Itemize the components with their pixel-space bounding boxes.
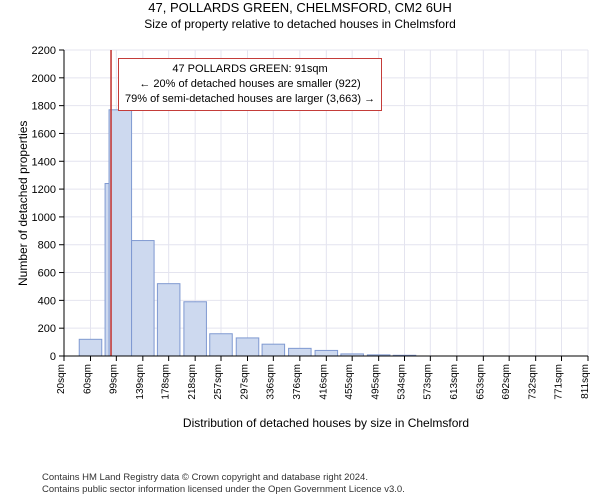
- svg-text:573sqm: 573sqm: [422, 364, 433, 400]
- svg-text:1400: 1400: [32, 156, 56, 168]
- footer-line1: Contains HM Land Registry data © Crown c…: [42, 472, 405, 484]
- svg-text:2000: 2000: [32, 73, 56, 85]
- footer-line2: Contains public sector information licen…: [42, 484, 405, 496]
- svg-text:800: 800: [38, 240, 56, 252]
- svg-text:653sqm: 653sqm: [475, 364, 486, 400]
- annotation-line1: 47 POLLARDS GREEN: 91sqm: [125, 62, 375, 77]
- footer-attribution: Contains HM Land Registry data © Crown c…: [42, 472, 405, 496]
- svg-text:257sqm: 257sqm: [213, 364, 224, 400]
- histogram-chart: 0 200 400 600 800 1000 1200 1400 1600 1800 2000 220…: [0, 40, 600, 460]
- svg-text:178sqm: 178sqm: [161, 364, 172, 400]
- svg-text:60sqm: 60sqm: [82, 364, 93, 394]
- svg-text:1600: 1600: [32, 128, 56, 140]
- svg-text:613sqm: 613sqm: [449, 364, 460, 400]
- svg-text:692sqm: 692sqm: [501, 364, 512, 400]
- svg-text:139sqm: 139sqm: [135, 364, 146, 400]
- svg-text:200: 200: [38, 323, 56, 335]
- svg-text:455sqm: 455sqm: [344, 364, 355, 400]
- svg-text:495sqm: 495sqm: [371, 364, 382, 400]
- svg-text:416sqm: 416sqm: [318, 364, 329, 400]
- svg-text:400: 400: [38, 295, 56, 307]
- svg-text:20sqm: 20sqm: [56, 364, 67, 394]
- svg-text:771sqm: 771sqm: [554, 364, 565, 400]
- page-subtitle: Size of property relative to detached ho…: [0, 17, 600, 31]
- svg-text:297sqm: 297sqm: [239, 364, 250, 400]
- svg-text:2200: 2200: [32, 45, 56, 57]
- svg-text:99sqm: 99sqm: [108, 364, 119, 394]
- svg-text:534sqm: 534sqm: [397, 364, 408, 400]
- svg-text:376sqm: 376sqm: [292, 364, 303, 400]
- svg-text:0: 0: [50, 351, 56, 363]
- svg-text:600: 600: [38, 268, 56, 280]
- page-title: 47, POLLARDS GREEN, CHELMSFORD, CM2 6UH: [0, 0, 600, 15]
- annotation-line2: ← 20% of detached houses are smaller (92…: [125, 77, 375, 92]
- svg-text:1200: 1200: [32, 184, 56, 196]
- annotation-box: 47 POLLARDS GREEN: 91sqm ← 20% of detach…: [118, 58, 382, 111]
- svg-text:732sqm: 732sqm: [528, 364, 539, 400]
- x-axis-label: Distribution of detached houses by size …: [64, 416, 588, 430]
- svg-text:336sqm: 336sqm: [265, 364, 276, 400]
- svg-text:811sqm: 811sqm: [580, 364, 591, 399]
- annotation-line3: 79% of semi-detached houses are larger (…: [125, 92, 375, 107]
- svg-text:218sqm: 218sqm: [187, 364, 198, 400]
- svg-text:1000: 1000: [32, 212, 56, 224]
- svg-text:1800: 1800: [32, 101, 56, 113]
- y-axis-label: Number of detached properties: [16, 121, 30, 286]
